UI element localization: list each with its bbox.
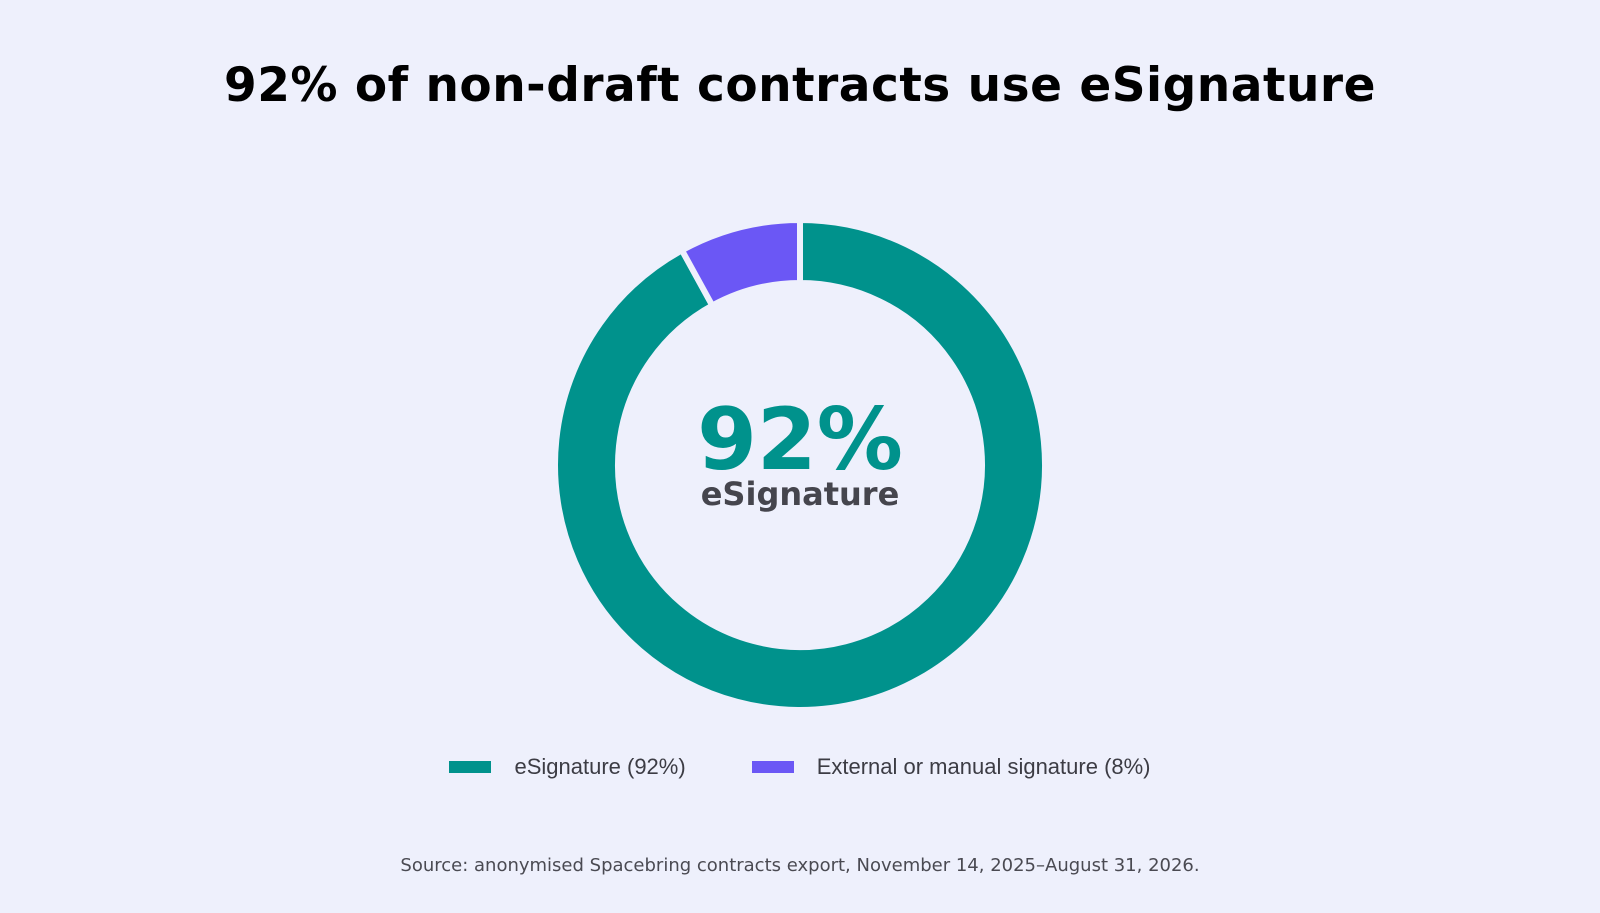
legend-item-esignature: eSignature (92%) — [449, 754, 686, 780]
legend-label-external: External or manual signature (8%) — [816, 754, 1151, 779]
legend-label-esignature: eSignature (92%) — [514, 754, 686, 779]
donut-slices — [552, 216, 1048, 713]
source-note: Source: anonymised Spacebring contracts … — [400, 855, 1200, 876]
chart-title: 92% of non-draft contracts use eSignatur… — [224, 58, 1376, 113]
center-label: eSignature — [701, 475, 900, 513]
donut-slice-external-or-manual-signature — [677, 216, 803, 310]
chart-legend: eSignature (92%) External or manual sign… — [0, 754, 1600, 780]
donut-slice-esignature — [552, 216, 1048, 713]
legend-swatch-esignature — [449, 761, 492, 773]
legend-item-external: External or manual signature (8%) — [751, 754, 1151, 780]
center-value: 92% — [697, 390, 903, 490]
legend-swatch-external — [751, 761, 794, 773]
